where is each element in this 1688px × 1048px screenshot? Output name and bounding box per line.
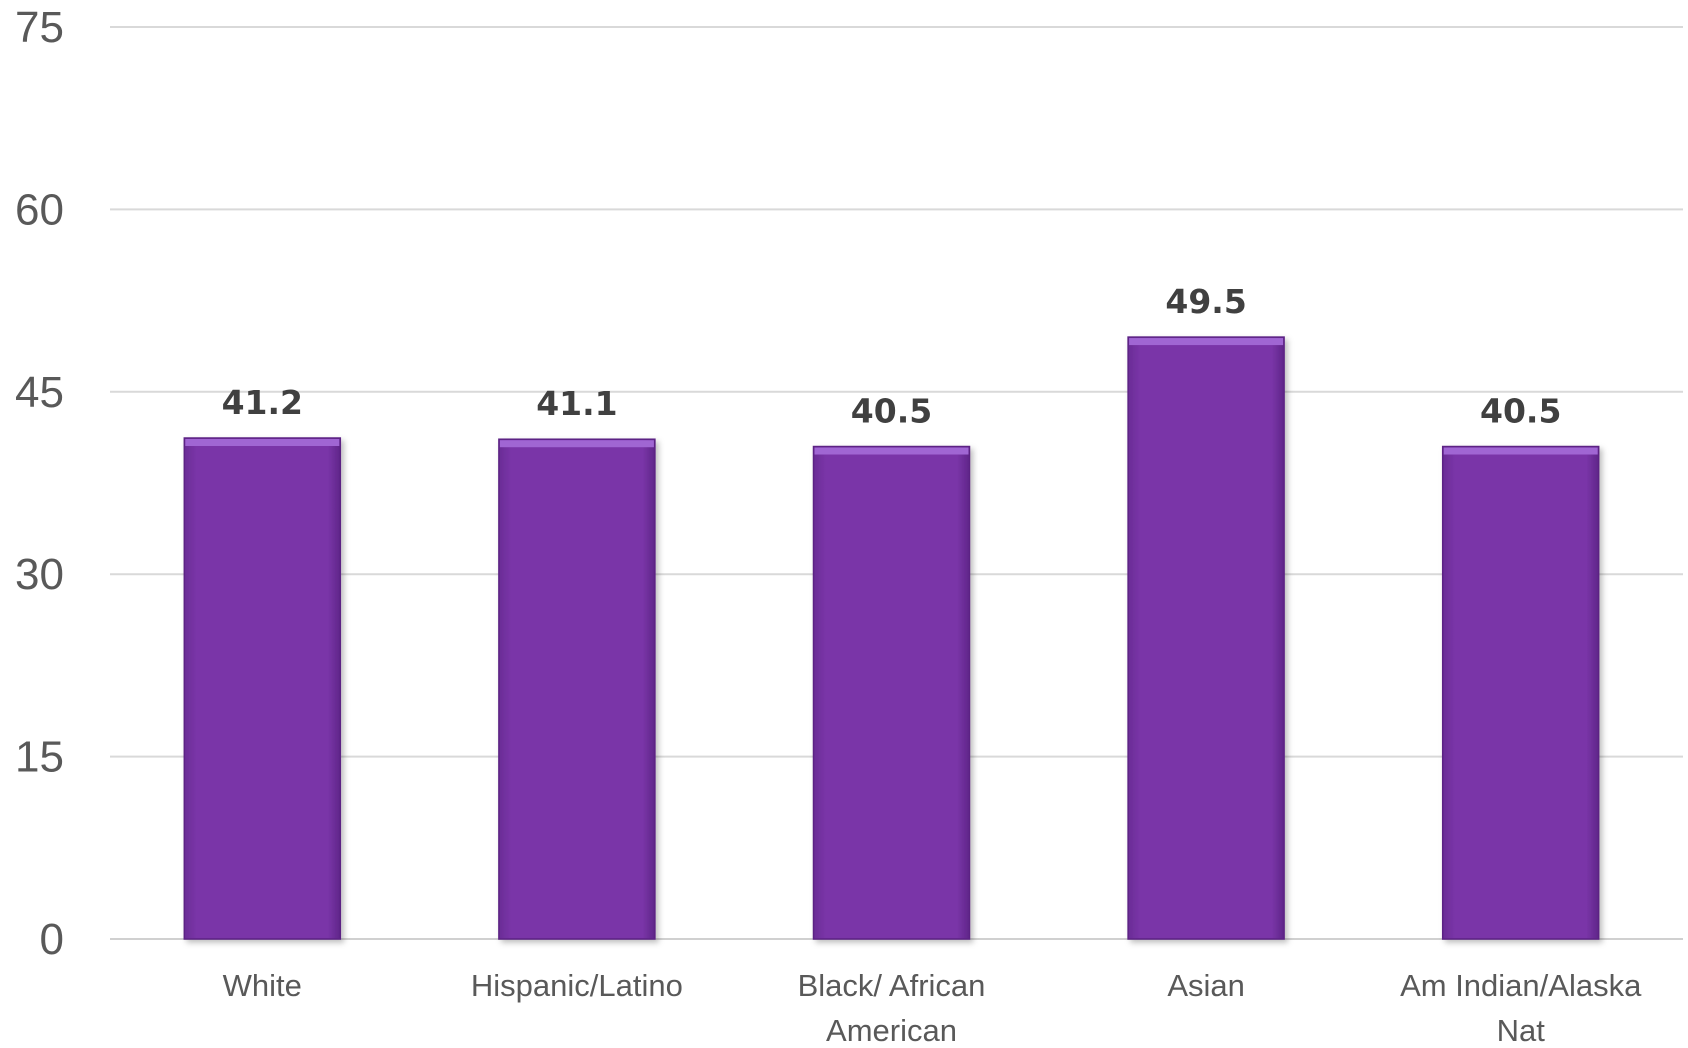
- data-labels: 41.2 41.1 40.5 49.5 40.5: [222, 282, 1562, 430]
- y-tick-label: 45: [15, 368, 64, 417]
- x-category-label: Asian: [1167, 968, 1245, 1003]
- x-category-label: White: [223, 968, 302, 1003]
- y-tick-label: 75: [15, 3, 64, 52]
- y-tick-label: 60: [15, 185, 64, 234]
- x-category-label: Am Indian/Alaska Nat: [1400, 968, 1642, 1048]
- x-category-label: Hispanic/Latino: [471, 968, 683, 1003]
- data-label: 49.5: [1165, 282, 1246, 321]
- bar: [1127, 336, 1285, 940]
- bar: [812, 445, 971, 940]
- data-label: 40.5: [1480, 392, 1561, 431]
- data-label: 40.5: [851, 392, 932, 431]
- data-label: 41.1: [536, 384, 617, 423]
- bar: [498, 438, 656, 940]
- data-label: 41.2: [222, 383, 303, 422]
- y-tick-label: 30: [15, 550, 64, 599]
- x-category-label: Black/ African American: [798, 968, 986, 1048]
- y-tick-label: 15: [15, 733, 64, 782]
- y-axis-tick-labels: 0 15 30 45 60 75: [15, 3, 64, 964]
- bar: [183, 437, 342, 940]
- y-tick-label: 0: [40, 915, 64, 964]
- bars: [183, 336, 1600, 940]
- x-axis-category-labels: White Hispanic/Latino Black/ African Americ…: [223, 968, 1642, 1048]
- bar: [1441, 445, 1600, 940]
